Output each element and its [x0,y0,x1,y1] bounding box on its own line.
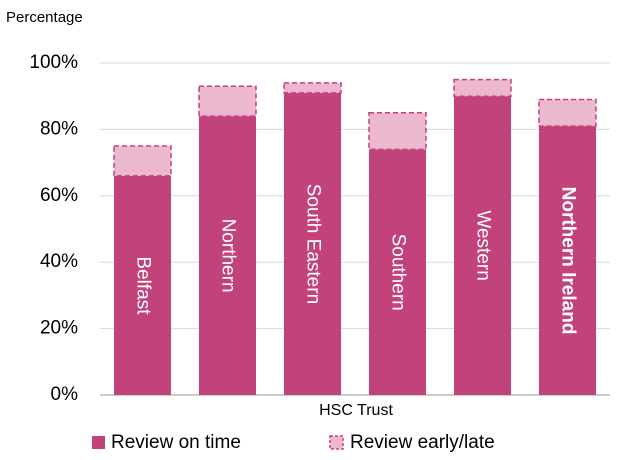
bar-segment [198,85,257,117]
bar-segment [538,98,597,127]
bar-segment [369,149,426,395]
y-axis-label: Percentage [6,9,83,26]
y-tick-label: 0% [51,384,79,405]
legend-label: Review on time [111,432,241,453]
y-tick-label: 80% [40,118,78,139]
bar-segment [113,145,172,177]
category-label: South Eastern [302,184,323,304]
bar-segment [454,96,511,395]
bar-segment [114,175,171,395]
y-tick-label: 60% [40,185,78,206]
bar-segment [453,78,512,97]
bar-segment [199,116,256,396]
category-label: Belfast [132,256,153,315]
legend-swatch [329,435,344,450]
bar-segment [283,82,342,94]
legend-label: Review early/late [350,432,495,453]
bar-segment [284,92,341,395]
bar-segment [368,112,427,151]
y-tick-label: 100% [29,52,78,73]
y-tick-label: 20% [40,318,78,339]
category-label: Southern [387,234,408,311]
category-label: Northern [217,219,238,293]
category-label: Northern Ireland [557,187,578,335]
legend-swatch [92,436,105,449]
bar-segment [539,126,596,395]
y-tick-label: 40% [40,251,78,272]
x-axis-label: HSC Trust [319,402,393,419]
category-label: Western [472,210,493,280]
